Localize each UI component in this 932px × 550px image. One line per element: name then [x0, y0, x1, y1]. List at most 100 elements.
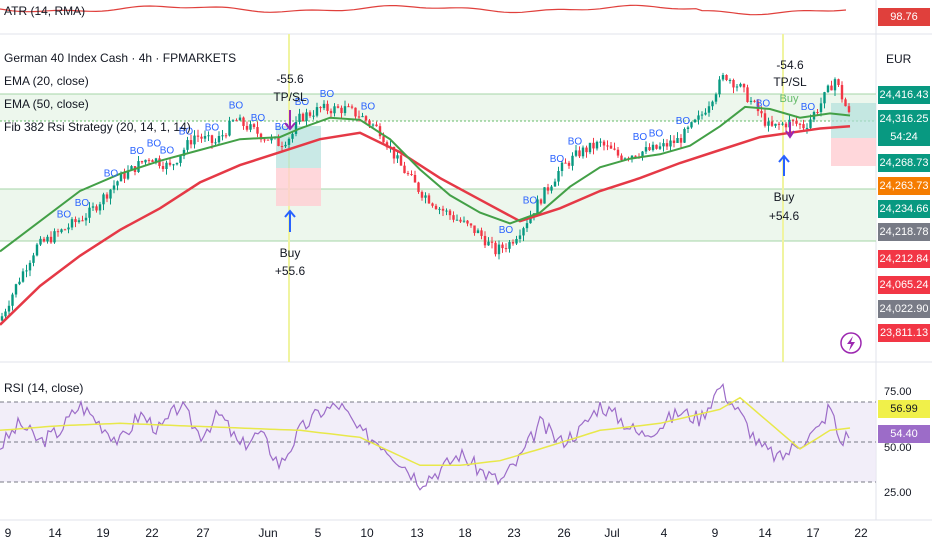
candle-body: [704, 112, 707, 115]
trade-1-exit-arrow-icon: [284, 110, 296, 131]
candle-body: [203, 136, 207, 139]
candle-body: [357, 116, 361, 118]
candle-body: [336, 106, 340, 108]
candle-body: [84, 217, 88, 221]
bo-signal-label: BO: [160, 146, 175, 157]
time-axis[interactable]: 9 14 19 22 27 Jun 5 10 13 18 23 26 Jul 4 9 14 17 22: [5, 526, 868, 540]
candle-body: [809, 119, 812, 128]
candle-body: [714, 94, 718, 102]
candle-body: [707, 106, 711, 113]
ema-20-line: [0, 105, 851, 253]
candle-body: [333, 106, 336, 114]
candle-body: [406, 173, 410, 175]
candle-body: [774, 123, 777, 126]
time-axis-label: Jul: [604, 526, 619, 540]
candle-body: [77, 220, 81, 223]
candle-body: [760, 111, 763, 114]
candle-body: [679, 138, 683, 143]
bo-signal-label: BO: [295, 97, 310, 108]
candle-body: [88, 207, 91, 218]
price-badge: 24,022.90: [878, 300, 930, 318]
candle-body: [301, 113, 305, 122]
bo-signal-label: BO: [275, 122, 290, 133]
candle-body: [609, 145, 613, 149]
candle-body: [102, 194, 105, 205]
trade-1-loss-box: [276, 168, 321, 206]
candle-body: [441, 208, 445, 211]
candle-body: [42, 238, 46, 242]
currency-label[interactable]: EUR: [886, 52, 912, 66]
candle-body: [557, 171, 560, 182]
rsi-legend: RSI (14, close): [4, 381, 84, 395]
atr-line: [0, 4, 847, 16]
candle-body: [168, 162, 172, 165]
candle-body: [613, 148, 616, 150]
candle-body: [21, 271, 25, 282]
bo-signal-label: BO: [147, 139, 162, 150]
candle-body: [11, 294, 14, 306]
candle-body: [256, 127, 259, 134]
atr-label: ATR (14, RMA): [4, 4, 86, 18]
bo-signal-label: BO: [801, 102, 816, 113]
candle-body: [560, 162, 564, 172]
trade-2-entry-arrow-icon: [778, 154, 790, 176]
candle-body: [840, 85, 844, 100]
candle-body: [630, 155, 634, 159]
candle-body: [676, 138, 679, 143]
candle-body: [4, 311, 7, 317]
candle-body: [823, 92, 826, 104]
candle-body: [32, 255, 35, 263]
lightning-bolt-icon: [847, 336, 855, 351]
candle-body: [368, 120, 371, 125]
time-axis-label: 26: [557, 526, 571, 540]
candle-body: [147, 159, 151, 161]
candle-body: [266, 139, 270, 141]
candle-body: [424, 195, 427, 198]
trade-2-exit-pnl: -54.6: [776, 58, 804, 72]
candle-body: [70, 219, 74, 228]
candle-body: [340, 107, 343, 114]
candle-body: [413, 174, 417, 183]
candle-body: [238, 117, 242, 121]
bo-signal-label: BO: [229, 100, 244, 111]
time-axis-label: 5: [315, 526, 322, 540]
rsi-ma-line: [0, 396, 851, 467]
candle-body: [161, 166, 165, 170]
candle-body: [721, 75, 725, 80]
candle-body: [648, 147, 651, 151]
candle-body: [697, 115, 700, 120]
candle-body: [67, 227, 70, 230]
candle-body: [60, 229, 63, 233]
candle-body: [480, 230, 483, 236]
candle-body: [245, 125, 249, 130]
time-axis-label: 27: [196, 526, 210, 540]
candle-body: [217, 136, 221, 143]
candle-body: [214, 142, 217, 144]
candle-body: [518, 235, 522, 239]
candle-body: [466, 220, 469, 224]
candle-body: [144, 159, 147, 163]
candle-body: [277, 136, 280, 147]
lightning-icon[interactable]: [840, 332, 862, 354]
bo-signal-label: BO: [57, 209, 72, 220]
candle-body: [53, 231, 56, 243]
trade-2-loss-box: [831, 138, 876, 166]
candle-body: [690, 122, 693, 128]
time-axis-label: 22: [854, 526, 868, 540]
candle-body: [186, 140, 189, 150]
candle-body: [749, 100, 753, 103]
candle-body: [452, 215, 455, 220]
candle-body: [732, 79, 735, 88]
candle-body: [644, 147, 648, 152]
time-axis-label: 9: [712, 526, 719, 540]
candle-body: [438, 208, 441, 210]
time-axis-label: 4: [661, 526, 668, 540]
ema-50-line: [0, 125, 851, 326]
trade-2-exit-label: TP/SL: [773, 75, 807, 89]
candle-body: [105, 194, 109, 199]
candle-body: [392, 146, 396, 159]
candle-body: [378, 126, 382, 137]
candle-body: [641, 151, 644, 157]
time-axis-label: 18: [458, 526, 472, 540]
